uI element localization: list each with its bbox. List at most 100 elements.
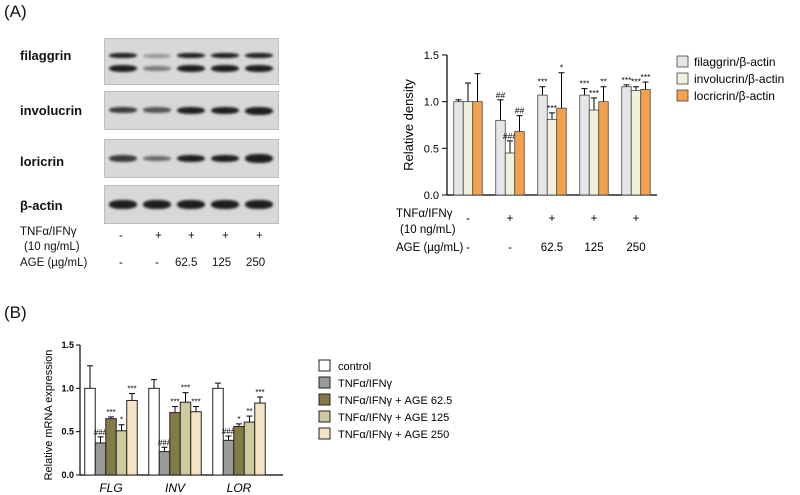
bar	[453, 101, 464, 196]
blot-label-involucrin: involucrin	[20, 103, 83, 118]
bar	[640, 89, 651, 196]
bar	[514, 131, 525, 196]
y-tick-label: 0.0	[61, 470, 74, 480]
bar	[222, 439, 235, 476]
bar	[233, 425, 245, 476]
significance-label: ***	[538, 77, 549, 87]
x-cond-age-label: AGE (µg/mL)	[396, 242, 464, 254]
bar	[537, 94, 548, 196]
significance-label: ###	[222, 427, 236, 436]
x-cond-tnf-value: +	[507, 213, 514, 225]
significance-label: ##	[496, 90, 506, 100]
legend-swatch	[318, 393, 331, 406]
x-cond-tnf-value: +	[633, 213, 640, 225]
blot-involucrin	[104, 91, 279, 130]
blot-tnf-lane-1: -	[119, 230, 123, 242]
significance-label: ***	[191, 398, 200, 407]
bar	[105, 418, 117, 476]
legend-swatch	[676, 89, 689, 102]
significance-label: ***	[641, 72, 652, 82]
legend-swatch	[318, 410, 331, 423]
bar	[588, 109, 600, 196]
legend-label: TNFα/IFNγ	[338, 378, 393, 390]
significance-label: ###	[94, 428, 108, 437]
x-cond-age-value: -	[508, 242, 512, 254]
significance-label: ###	[503, 131, 517, 141]
category-label: INV	[165, 481, 186, 495]
significance-label: ##	[515, 106, 525, 116]
legend-swatch	[318, 376, 331, 389]
legend-swatch	[676, 55, 689, 68]
blot-tnf-lane-2: +	[155, 230, 162, 242]
bar	[243, 421, 256, 476]
significance-label: **	[246, 407, 252, 416]
x-cond-tnf-label: TNFα/IFNγ	[396, 208, 453, 220]
y-tick-label: 0.5	[61, 427, 74, 437]
x-cond-age-value: 62.5	[541, 242, 563, 254]
significance-label: *	[237, 415, 240, 424]
bar	[546, 119, 558, 196]
bar	[158, 451, 171, 476]
blot-age-lane-2: -	[155, 257, 159, 269]
significance-label: *	[560, 63, 564, 73]
x-cond-tnf-value: -	[466, 213, 470, 225]
legend-label: locricrin/β-actin	[694, 89, 775, 103]
y-tick-label: 1.5	[424, 50, 439, 62]
y-tick-label: 0.0	[424, 190, 439, 202]
significance-label: ***	[170, 398, 179, 407]
y-axis-label: Relative density	[401, 79, 416, 171]
legend-label: involucrin/β-actin	[694, 72, 784, 86]
panel-b-label: (B)	[4, 303, 27, 322]
x-cond-age-value: 250	[626, 242, 645, 254]
x-cond-tnf-conc: (10 ng/mL)	[400, 224, 456, 236]
blot-loricrin	[104, 139, 279, 178]
significance-label: ###	[158, 438, 172, 447]
blot-filaggrin	[104, 38, 279, 85]
bar	[115, 430, 128, 476]
y-tick-label: 1.0	[61, 383, 74, 393]
blot-cond-tnf-label: TNFα/IFNγ	[20, 226, 77, 238]
legend-label: filaggrin/β-actin	[694, 55, 776, 69]
significance-label: ***	[589, 88, 600, 98]
bar	[254, 402, 266, 476]
significance-label: ***	[622, 75, 633, 85]
significance-label: ***	[580, 79, 591, 89]
bar	[126, 399, 138, 476]
y-axis-label: Relative mRNA expression	[43, 350, 55, 481]
significance-label: ***	[106, 408, 115, 417]
significance-label: ***	[547, 103, 558, 113]
legend-swatch	[676, 72, 689, 85]
x-cond-age-value: -	[466, 242, 470, 254]
x-cond-tnf-value: +	[591, 213, 598, 225]
y-tick-label: 1.5	[61, 340, 74, 350]
bar	[462, 101, 474, 196]
bar	[630, 90, 642, 196]
significance-label: ***	[631, 77, 642, 87]
legend-swatch	[318, 359, 331, 372]
blot-age-lane-4: 125	[212, 257, 232, 269]
blot-tnf-lane-5: +	[256, 230, 263, 242]
bar	[148, 387, 160, 476]
blot-beta-actin	[104, 185, 279, 224]
bar	[190, 411, 202, 476]
bar	[212, 387, 224, 476]
blot-cond-age-label: AGE (µg/mL)	[20, 257, 88, 269]
bar	[598, 101, 609, 196]
bar	[94, 442, 107, 476]
bar	[579, 94, 590, 196]
bar	[169, 412, 181, 476]
blot-age-lane-1: -	[119, 257, 123, 269]
y-tick-label: 0.5	[424, 143, 439, 155]
blot-label-loricrin: loricrin	[20, 154, 65, 169]
legend-label: TNFα/IFNγ + AGE 250	[338, 429, 449, 441]
blot-tnf-lane-3: +	[188, 230, 195, 242]
bar	[621, 86, 632, 196]
legend-label: control	[338, 361, 371, 373]
bar	[504, 152, 516, 196]
legend-label: TNFα/IFNγ + AGE 125	[338, 412, 449, 424]
legend-swatch	[318, 427, 331, 440]
blot-cond-tnf-conc: (10 ng/mL)	[24, 241, 80, 253]
blot-age-lane-5: 250	[246, 257, 266, 269]
significance-label: **	[600, 77, 607, 87]
